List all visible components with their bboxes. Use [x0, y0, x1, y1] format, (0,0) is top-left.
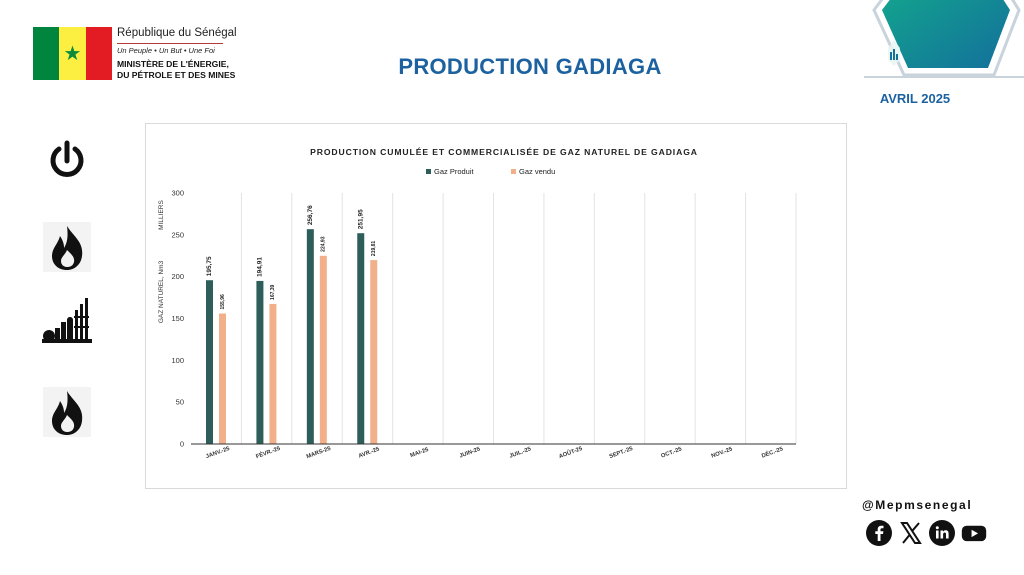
y-tick-label: 200: [171, 272, 184, 281]
legend-swatch: [511, 169, 516, 174]
flame-icon: [43, 387, 91, 437]
bar-gaz-vendu: [319, 255, 327, 444]
y-tick-label: 150: [171, 314, 184, 323]
industrial-plant-icon: [42, 298, 92, 343]
x-tick-label: NOV.-25: [711, 446, 734, 459]
bar-gaz-vendu: [269, 303, 277, 444]
national-motto: Un Peuple • Un But • Une Foi: [117, 46, 215, 55]
data-label: 256,76: [307, 205, 314, 225]
gas-production-chart: PRODUCTION CUMULÉE ET COMMERCIALISÉE DE …: [158, 147, 797, 461]
y-tick-label: 50: [176, 398, 184, 407]
bar-gaz-produit: [206, 280, 213, 444]
data-label: 194,91: [257, 257, 264, 277]
x-tick-label: MARS-25: [306, 446, 333, 461]
y-tick-label: 100: [171, 356, 184, 365]
legend-label: Gaz vendu: [519, 167, 555, 176]
data-label: 195,75: [206, 256, 213, 276]
x-tick-label: JANV.-25: [205, 446, 231, 460]
facebook-icon[interactable]: [866, 520, 892, 546]
bar-gaz-produit: [357, 233, 365, 444]
x-tick-label: AOÛT-25: [558, 445, 584, 460]
y-axis-label: GAZ NATUREL, Nm3: [158, 260, 165, 323]
x-icon[interactable]: [898, 520, 924, 546]
x-tick-label: FÉVR.-25: [255, 444, 282, 460]
y-axis-unit: MILLIERS: [158, 200, 165, 230]
data-label: 219,81: [371, 241, 377, 257]
data-label: 224,93: [321, 236, 327, 252]
social-handle: @Mepmsenegal: [862, 498, 973, 512]
legend-swatch: [426, 169, 431, 174]
senegal-flag: ★: [33, 27, 112, 80]
linkedin-icon[interactable]: [929, 520, 955, 546]
star-icon: ★: [63, 40, 82, 65]
data-label: 251,95: [357, 209, 364, 229]
data-label: 167,39: [270, 284, 276, 300]
x-tick-label: MAI-25: [410, 447, 431, 459]
x-tick-label: JUIL.-25: [509, 446, 533, 460]
header-divider: [117, 43, 223, 44]
x-tick-label: AVR.-25: [358, 446, 381, 459]
legend-label: Gaz Produit: [434, 167, 475, 176]
x-tick-label: OCT.-25: [660, 446, 683, 459]
chart-title: PRODUCTION CUMULÉE ET COMMERCIALISÉE DE …: [310, 147, 698, 157]
x-tick-label: JUIN-25: [459, 446, 482, 459]
data-label: 155,96: [220, 294, 226, 310]
bar-gaz-vendu: [219, 313, 226, 444]
ministry-hex-logo: [864, 0, 1024, 78]
bar-gaz-produit: [256, 280, 264, 444]
youtube-icon[interactable]: [961, 520, 987, 546]
ministry-name-line2: DU PÉTROLE ET DES MINES: [117, 70, 236, 80]
bar-gaz-produit: [306, 229, 314, 444]
x-tick-label: SEPT.-25: [609, 446, 635, 460]
y-tick-label: 0: [180, 440, 184, 449]
power-icon: [50, 140, 84, 177]
y-tick-label: 300: [171, 189, 184, 198]
page-title: PRODUCTION GADIAGA: [398, 54, 662, 79]
ministry-name-line1: MINISTÈRE DE L'ÉNERGIE,: [117, 59, 229, 69]
flame-icon: [43, 222, 91, 272]
report-period: AVRIL 2025: [879, 91, 951, 106]
x-tick-label: DÉC.-25: [760, 444, 784, 459]
y-tick-label: 250: [171, 230, 184, 239]
chart-panel: PRODUCTION CUMULÉE ET COMMERCIALISÉE DE …: [145, 123, 847, 489]
bar-gaz-vendu: [370, 260, 378, 444]
republic-name: République du Sénégal: [117, 27, 237, 39]
